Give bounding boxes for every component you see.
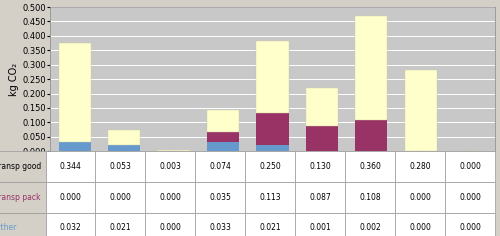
Bar [58,142,91,151]
Bar [58,43,91,142]
Bar [108,145,140,151]
Bar [256,145,288,151]
Bar [256,113,288,145]
Bar [108,130,140,145]
Bar [356,16,388,119]
Bar [306,88,338,126]
Bar [405,71,437,151]
Bar [207,142,239,151]
Bar [256,41,288,113]
Bar [207,132,239,142]
Bar [306,126,338,151]
Bar [207,110,239,132]
Bar [158,150,190,151]
Y-axis label: kg CO₂: kg CO₂ [10,63,20,96]
Bar [356,119,388,151]
